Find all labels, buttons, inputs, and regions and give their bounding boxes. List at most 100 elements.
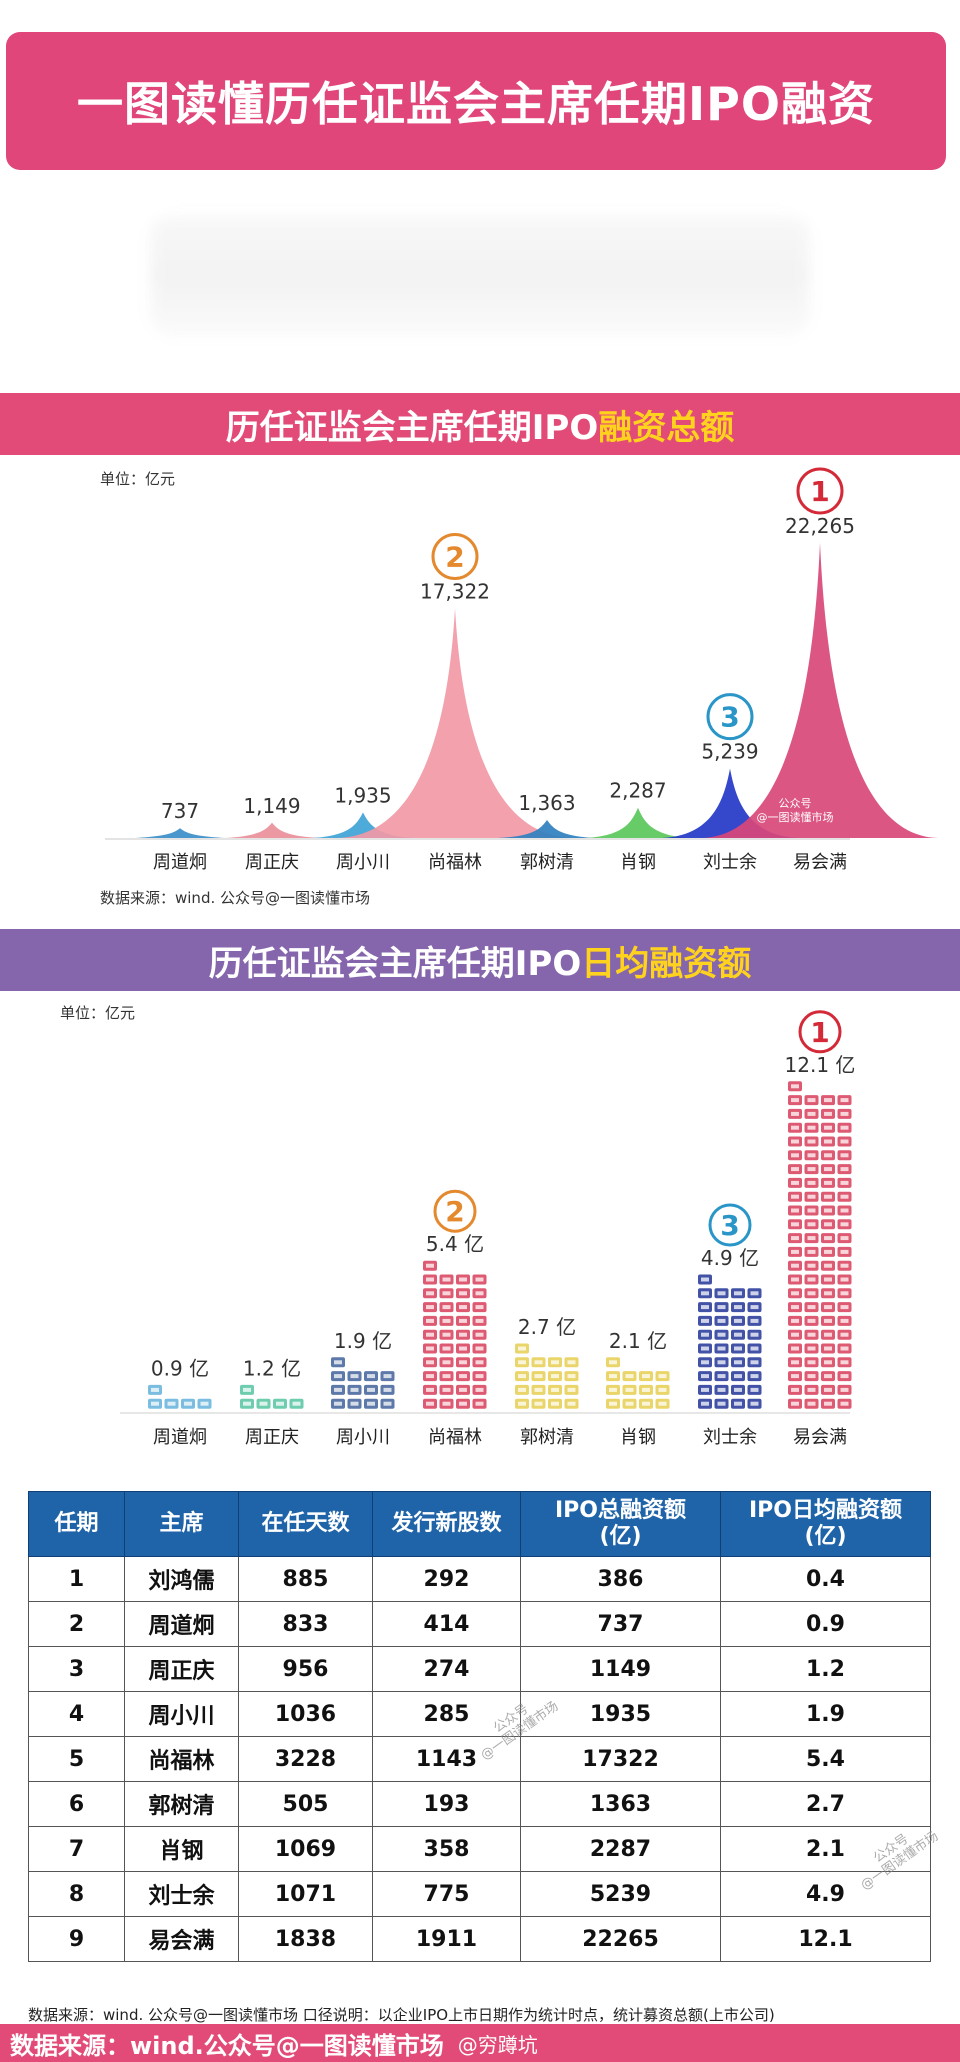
table-cell: 9 bbox=[28, 1916, 125, 1962]
table-cell: 22265 bbox=[520, 1916, 721, 1962]
table-cell: 17322 bbox=[520, 1736, 721, 1782]
svg-text:1: 1 bbox=[810, 1016, 829, 1049]
section-title-main: 历任证监会主席任期IPO bbox=[208, 943, 582, 984]
value-label: 1,149 bbox=[243, 794, 300, 818]
table-row: 7 肖钢 1069 358 2287 2.1 bbox=[28, 1826, 931, 1872]
table-cell: 2.7 bbox=[720, 1781, 931, 1827]
section-header-total: 历任证监会主席任期IPO 融资总额 bbox=[0, 393, 960, 455]
chart1-source: 数据来源：wind. 公众号@一图读懂市场 bbox=[100, 889, 371, 907]
category-label: 易会满 bbox=[793, 852, 847, 873]
column-header: 在任天数 bbox=[238, 1491, 373, 1557]
bar-肖钢 bbox=[606, 1357, 670, 1409]
bar-郭树清 bbox=[515, 1343, 579, 1409]
table-row: 5 尚福林 3228 1143 17322 5.4 bbox=[28, 1736, 931, 1782]
column-header: 任期 bbox=[28, 1491, 125, 1557]
table-cell: 292 bbox=[372, 1556, 521, 1602]
table-cell: 尚福林 bbox=[124, 1736, 239, 1782]
table-cell: 刘士余 bbox=[124, 1871, 239, 1917]
column-header: 发行新股数 bbox=[372, 1491, 521, 1557]
table-cell: 1935 bbox=[520, 1691, 721, 1737]
category-label: 尚福林 bbox=[428, 852, 482, 873]
value-label: 2,287 bbox=[609, 779, 666, 803]
table-cell: 5239 bbox=[520, 1871, 721, 1917]
section-title-highlight: 融资总额 bbox=[598, 407, 735, 448]
table-cell: 505 bbox=[238, 1781, 373, 1827]
section-title-main: 历任证监会主席任期IPO bbox=[225, 407, 599, 448]
category-label: 刘士余 bbox=[703, 1427, 757, 1448]
chart1-watermark: @一图读懂市场 bbox=[757, 810, 834, 824]
category-label: 周道炯 bbox=[153, 1427, 207, 1448]
bottom-bar: 数据来源：wind.公众号@一图读懂市场 @穷蹲坑 bbox=[0, 2024, 960, 2062]
svg-text:3: 3 bbox=[720, 701, 739, 734]
value-label: 5,239 bbox=[701, 740, 758, 764]
category-label: 周小川 bbox=[336, 1427, 390, 1448]
area-尚福林 bbox=[337, 608, 573, 838]
table-cell: 2 bbox=[28, 1601, 125, 1647]
table-cell: 885 bbox=[238, 1556, 373, 1602]
category-label: 肖钢 bbox=[620, 852, 656, 873]
category-label: 周小川 bbox=[336, 852, 390, 873]
table-cell: 刘鸿儒 bbox=[124, 1556, 239, 1602]
category-label: 周正庆 bbox=[245, 852, 299, 873]
category-label: 肖钢 bbox=[620, 1427, 656, 1448]
page-title: 一图读懂历任证监会主席任期IPO融资 bbox=[77, 77, 875, 131]
ipo-table: 任期 主席 在任天数 发行新股数 IPO总融资额 (亿) IPO日均融资额 (亿) 1 刘鸿儒 8… bbox=[28, 1491, 931, 1962]
value-label: 0.9 亿 bbox=[151, 1356, 209, 1380]
area-周正庆 bbox=[224, 822, 320, 838]
value-label: 22,265 bbox=[785, 514, 855, 538]
category-label: 周正庆 bbox=[245, 1427, 299, 1448]
table-cell: 4 bbox=[28, 1691, 125, 1737]
chart1-watermark: 公众号 bbox=[779, 797, 812, 810]
table-cell: 0.9 bbox=[720, 1601, 931, 1647]
table-cell: 4.9 bbox=[720, 1871, 931, 1917]
table-cell: 周小川 bbox=[124, 1691, 239, 1737]
table-cell: 2287 bbox=[520, 1826, 721, 1872]
value-label: 1,363 bbox=[518, 791, 575, 815]
table-cell: 193 bbox=[372, 1781, 521, 1827]
table-cell: 8 bbox=[28, 1871, 125, 1917]
table-cell: 414 bbox=[372, 1601, 521, 1647]
table-row: 2 周道炯 833 414 737 0.9 bbox=[28, 1601, 931, 1647]
table-cell: 1363 bbox=[520, 1781, 721, 1827]
table-cell: 1.9 bbox=[720, 1691, 931, 1737]
table-header-row: 任期 主席 在任天数 发行新股数 IPO总融资额 (亿) IPO日均融资额 (亿) bbox=[28, 1491, 931, 1557]
blurred-subtitle bbox=[150, 216, 810, 336]
table-cell: 274 bbox=[372, 1646, 521, 1692]
category-label: 周道炯 bbox=[153, 852, 207, 873]
table-cell: 周道炯 bbox=[124, 1601, 239, 1647]
table-row: 6 郭树清 505 193 1363 2.7 bbox=[28, 1781, 931, 1827]
column-header: IPO总融资额 (亿) bbox=[520, 1491, 721, 1557]
table-cell: 1069 bbox=[238, 1826, 373, 1872]
category-label: 郭树清 bbox=[520, 1427, 574, 1448]
column-header: IPO日均融资额 (亿) bbox=[720, 1491, 931, 1557]
table-cell: 0.4 bbox=[720, 1556, 931, 1602]
table-cell: 775 bbox=[372, 1871, 521, 1917]
table-row: 3 周正庆 956 274 1149 1.2 bbox=[28, 1646, 931, 1692]
table-cell: 956 bbox=[238, 1646, 373, 1692]
chart-ipo-total: 737 周道炯 1,149 周正庆 1,935 周小川 17,322 尚福林 2 1,363 郭树清… bbox=[105, 467, 938, 873]
bar-周小川 bbox=[331, 1357, 395, 1409]
value-label: 2.1 亿 bbox=[609, 1329, 667, 1353]
table-cell: 1143 bbox=[372, 1736, 521, 1782]
category-label: 尚福林 bbox=[428, 1427, 482, 1448]
bar-周道炯 bbox=[148, 1384, 212, 1409]
table-row: 8 刘士余 1071 775 5239 4.9 bbox=[28, 1871, 931, 1917]
value-label: 17,322 bbox=[420, 579, 490, 603]
area-郭树清 bbox=[498, 819, 596, 838]
table-cell: 5 bbox=[28, 1736, 125, 1782]
svg-text:1: 1 bbox=[810, 475, 829, 508]
rank-badge: 1 bbox=[796, 467, 844, 515]
area-易会满 bbox=[702, 543, 938, 838]
svg-text:2: 2 bbox=[445, 540, 464, 573]
value-label: 2.7 亿 bbox=[518, 1315, 576, 1339]
table-cell: 7 bbox=[28, 1826, 125, 1872]
value-label: 12.1 亿 bbox=[785, 1053, 856, 1077]
area-周道炯 bbox=[134, 828, 226, 838]
rank-badge: 3 bbox=[706, 693, 754, 741]
table-cell: 3228 bbox=[238, 1736, 373, 1782]
table-cell: 1.2 bbox=[720, 1646, 931, 1692]
rank-badge: 3 bbox=[708, 1203, 752, 1247]
table-cell: 1036 bbox=[238, 1691, 373, 1737]
area-刘士余 bbox=[660, 768, 800, 838]
